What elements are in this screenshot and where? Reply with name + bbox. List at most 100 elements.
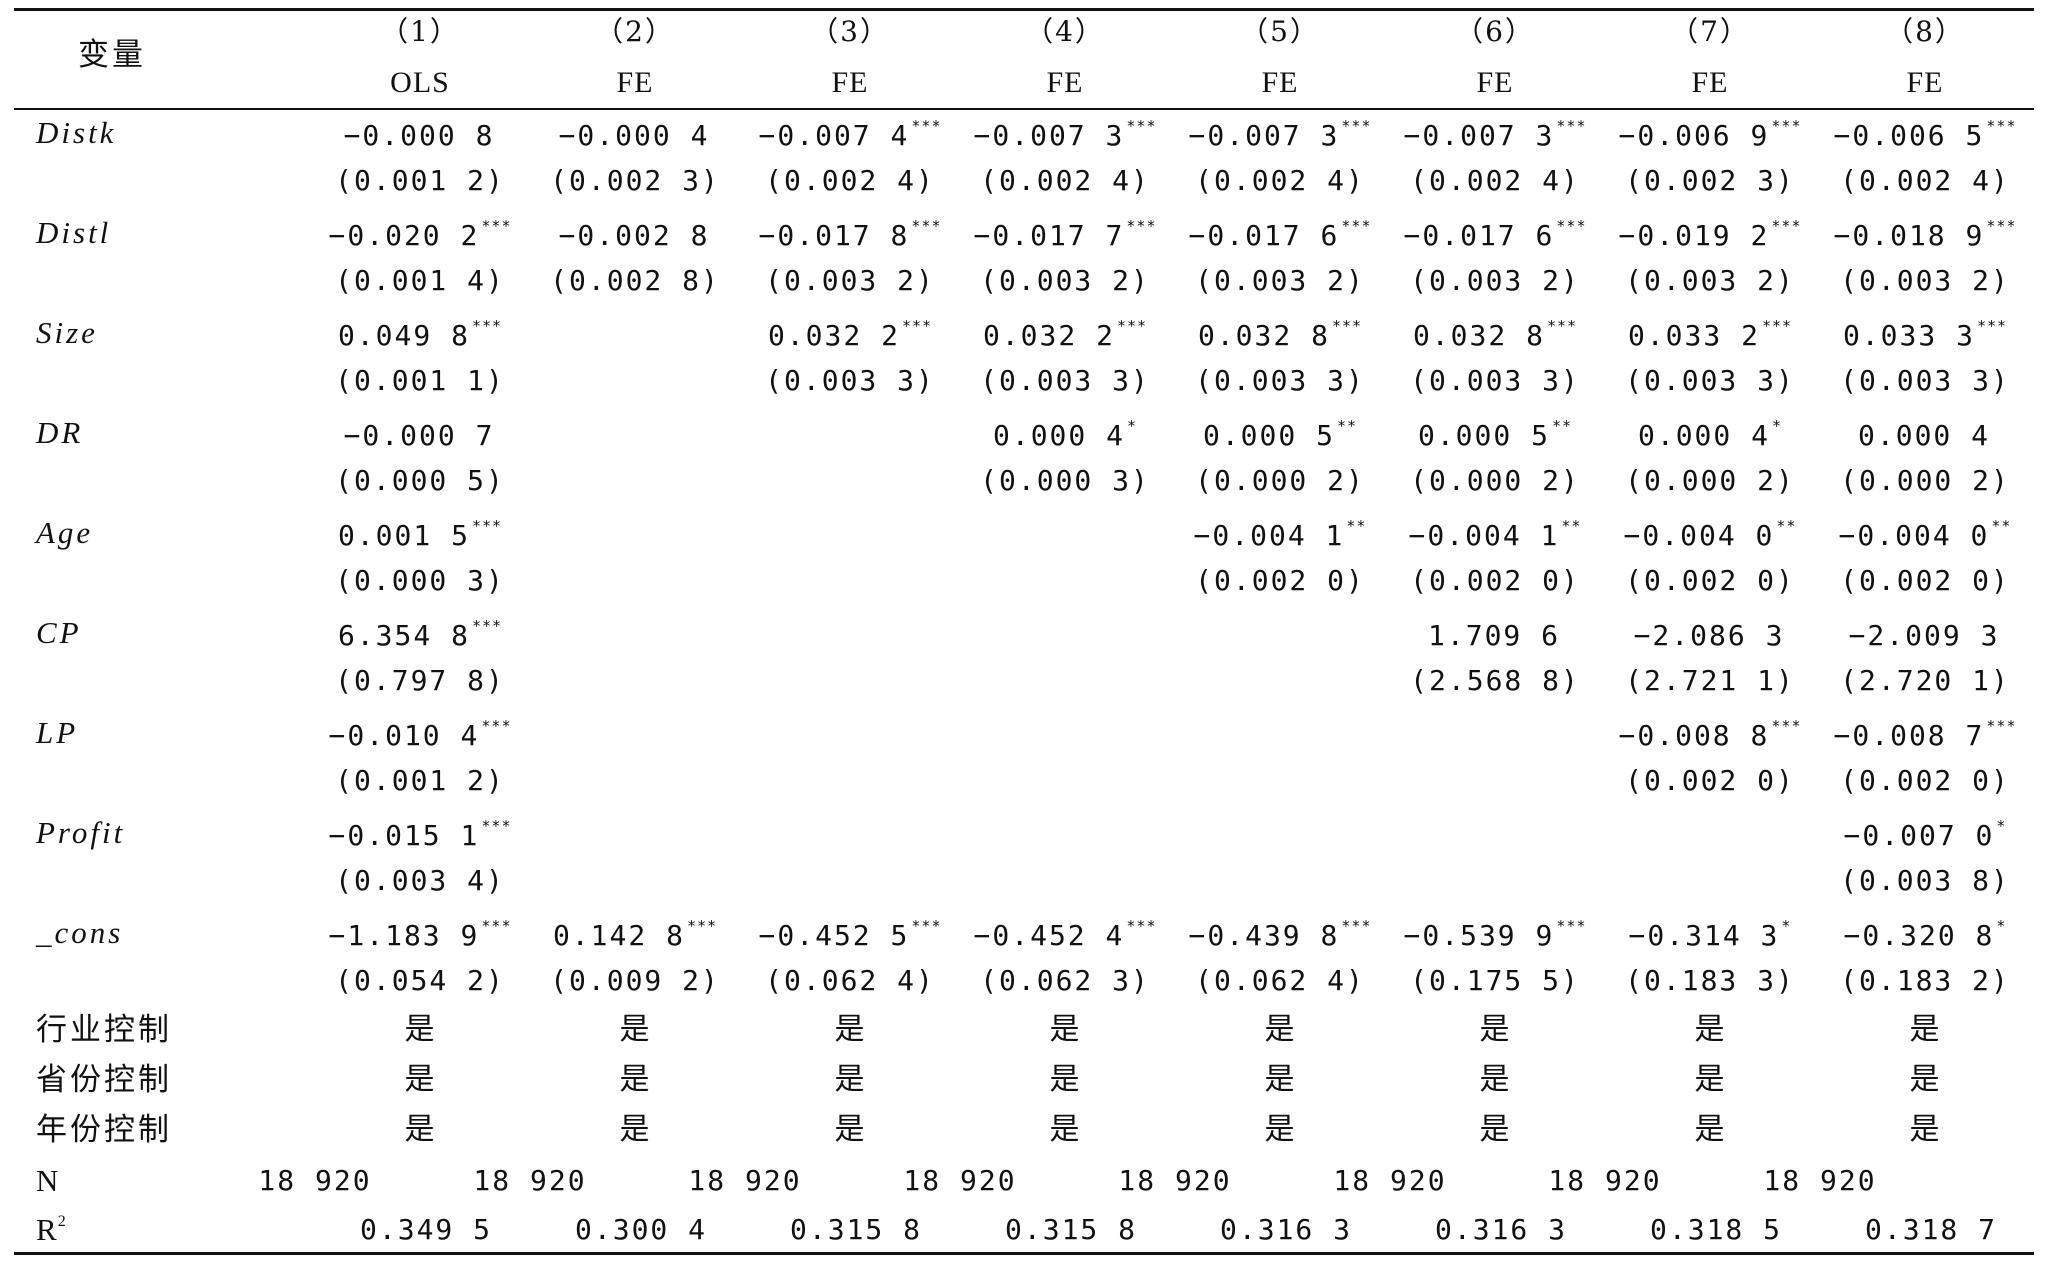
coefficient-cell: −0.006 9 *** xyxy=(1619,119,1802,150)
coefficient-cell: −0.000 4 xyxy=(559,119,712,150)
coefficient-value: −0.320 8 xyxy=(1843,919,1995,952)
control-label: 年份控制 xyxy=(36,1112,172,1148)
coefficient-cell: −2.009 3 xyxy=(1849,619,2002,650)
coefficient-value: −0.000 7 xyxy=(343,419,495,452)
coefficient-cell: −0.017 6 *** xyxy=(1189,219,1372,250)
standard-error-cell: (0.183 3) xyxy=(1625,964,1795,997)
standard-error-cell: (0.002 0) xyxy=(1195,564,1365,597)
coefficient-value: −0.004 0 xyxy=(1838,519,1990,552)
coefficient-cell: −0.002 8 xyxy=(559,219,712,250)
coefficient-cell: −0.320 8 * xyxy=(1844,919,2007,950)
coefficient-cell: 0.000 4 xyxy=(1858,419,1992,450)
control-value: 是 xyxy=(1264,1012,1296,1047)
coefficient-cell: −0.007 3 *** xyxy=(1404,119,1587,150)
coefficient-cell: −0.439 8 *** xyxy=(1189,919,1372,950)
coefficient-cell: −0.007 4 *** xyxy=(759,119,942,150)
header-model-type: FE xyxy=(616,66,654,99)
standard-error-cell: (0.003 3) xyxy=(980,364,1150,397)
standard-error-cell: (0.062 3) xyxy=(980,964,1150,997)
header-column-number: （4） xyxy=(1025,15,1105,48)
observation-count: 18 920 xyxy=(1548,1164,1662,1197)
standard-error-cell: (0.003 8) xyxy=(1840,864,2010,897)
control-value: 是 xyxy=(1694,1012,1726,1047)
standard-error-cell: (0.001 2) xyxy=(335,164,505,197)
variable-label: Profit xyxy=(36,815,126,850)
significance-stars: *** xyxy=(1546,317,1578,335)
coefficient-value: 0.032 8 xyxy=(1412,319,1545,352)
coefficient-cell: −0.314 3 * xyxy=(1629,919,1792,950)
r-squared-value: 0.349 5 xyxy=(359,1213,493,1246)
control-value: 是 xyxy=(404,1112,436,1147)
coefficient-value: 0.032 2 xyxy=(767,319,900,352)
standard-error-cell: (0.003 2) xyxy=(1195,264,1365,297)
control-value: 是 xyxy=(404,1062,436,1097)
significance-stars: *** xyxy=(481,917,512,935)
r-squared-label: R2 xyxy=(36,1214,67,1246)
coefficient-cell: 0.000 5 ** xyxy=(1418,419,1572,450)
standard-error-cell: (0.000 5) xyxy=(335,464,505,497)
coefficient-value: −0.007 4 xyxy=(758,119,910,152)
coefficient-value: −0.314 3 xyxy=(1628,919,1780,952)
significance-stars: * xyxy=(1996,817,2007,835)
coefficient-value: 6.354 8 xyxy=(337,619,470,652)
coefficient-value: −0.004 1 xyxy=(1408,519,1560,552)
n-label: N xyxy=(36,1163,60,1198)
significance-stars: *** xyxy=(1986,117,2017,135)
standard-error-cell: (0.000 3) xyxy=(980,464,1150,497)
coefficient-cell: 0.049 8 *** xyxy=(338,319,502,350)
standard-error-cell: (0.002 4) xyxy=(765,164,935,197)
r-squared-value: 0.300 4 xyxy=(574,1213,708,1246)
significance-stars: * xyxy=(1996,917,2007,935)
standard-error-cell: (0.002 4) xyxy=(1840,164,2010,197)
variable-label: Age xyxy=(36,515,94,550)
header-model-type: FE xyxy=(1046,66,1084,99)
significance-stars: *** xyxy=(1761,317,1793,335)
significance-stars: *** xyxy=(481,217,512,235)
coefficient-cell: −0.006 5 *** xyxy=(1834,119,2017,150)
coefficient-cell: −0.008 8 *** xyxy=(1619,719,1802,750)
significance-stars: *** xyxy=(1126,217,1157,235)
coefficient-value: 0.001 5 xyxy=(337,519,470,552)
header-column-number: （2） xyxy=(595,15,675,48)
control-value: 是 xyxy=(1694,1062,1726,1097)
header-model-type: FE xyxy=(1476,66,1514,99)
coefficient-value: −2.086 3 xyxy=(1633,619,1785,652)
header-column-number: （7） xyxy=(1670,15,1750,48)
coefficient-value: −0.015 1 xyxy=(328,819,480,852)
significance-stars: *** xyxy=(1976,317,2008,335)
standard-error-cell: (0.003 2) xyxy=(980,264,1150,297)
standard-error-cell: (0.002 0) xyxy=(1410,564,1580,597)
significance-stars: *** xyxy=(686,917,718,935)
standard-error-cell: (0.001 2) xyxy=(335,764,505,797)
significance-stars: *** xyxy=(471,617,503,635)
variable-label: LP xyxy=(36,715,79,750)
coefficient-cell: −0.004 0 ** xyxy=(1624,519,1797,550)
control-value: 是 xyxy=(1264,1112,1296,1147)
coefficient-value: −0.020 2 xyxy=(328,219,480,252)
standard-error-cell: (0.003 2) xyxy=(1410,264,1580,297)
header-model-type: FE xyxy=(1261,66,1299,99)
coefficient-cell: −0.008 7 *** xyxy=(1834,719,2017,750)
header-model-type: OLS xyxy=(390,66,450,99)
r-squared-value: 0.316 3 xyxy=(1434,1213,1568,1246)
coefficient-cell: −0.539 9 *** xyxy=(1404,919,1587,950)
significance-stars: *** xyxy=(1771,217,1802,235)
control-value: 是 xyxy=(619,1112,651,1147)
header-rule xyxy=(14,108,2034,110)
coefficient-cell: −0.017 6 *** xyxy=(1404,219,1587,250)
significance-stars: *** xyxy=(1126,917,1157,935)
control-label: 行业控制 xyxy=(36,1012,172,1048)
standard-error-cell: (0.002 3) xyxy=(1625,164,1795,197)
control-value: 是 xyxy=(1049,1062,1081,1097)
r-squared-value: 0.315 8 xyxy=(789,1213,923,1246)
significance-stars: *** xyxy=(901,317,933,335)
significance-stars: *** xyxy=(1341,917,1372,935)
header-column-number: （1） xyxy=(380,15,460,48)
coefficient-value: −0.004 0 xyxy=(1623,519,1775,552)
coefficient-value: −0.539 9 xyxy=(1403,919,1555,952)
coefficient-cell: 0.000 5 ** xyxy=(1203,419,1357,450)
variable-label: CP xyxy=(36,615,82,650)
significance-stars: *** xyxy=(471,517,503,535)
control-value: 是 xyxy=(834,1062,866,1097)
